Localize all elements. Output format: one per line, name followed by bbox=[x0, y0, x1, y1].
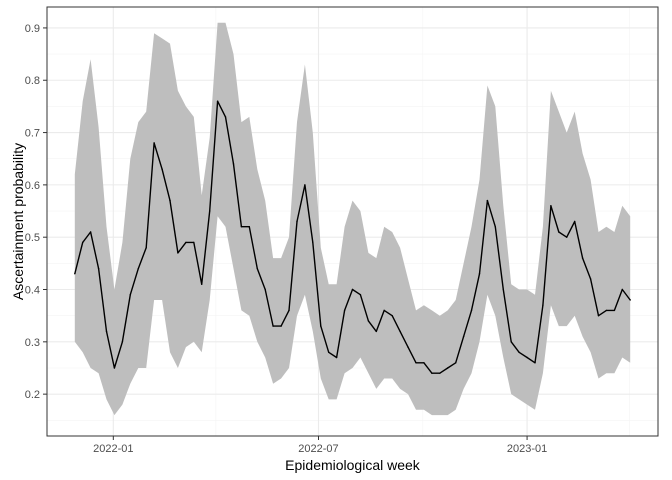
data-point bbox=[478, 273, 481, 275]
data-point bbox=[629, 299, 631, 301]
data-point bbox=[423, 362, 425, 364]
data-point bbox=[74, 273, 76, 275]
data-point bbox=[597, 315, 600, 317]
y-tick-label: 0.9 bbox=[25, 23, 40, 35]
panel-border bbox=[46, 6, 659, 437]
data-point bbox=[383, 309, 385, 312]
data-point bbox=[431, 372, 433, 374]
data-point bbox=[518, 351, 520, 353]
x-tick-label: 2022-07 bbox=[298, 443, 338, 455]
data-point bbox=[399, 330, 401, 333]
data-point bbox=[296, 220, 298, 223]
data-point bbox=[288, 309, 290, 312]
data-point bbox=[129, 294, 131, 296]
data-point bbox=[161, 168, 163, 170]
y-tick-label: 0.3 bbox=[25, 337, 40, 349]
data-point bbox=[526, 356, 528, 359]
data-point bbox=[232, 163, 235, 165]
data-point bbox=[216, 100, 219, 102]
data-point bbox=[351, 288, 354, 291]
data-point bbox=[447, 367, 449, 369]
data-point bbox=[97, 267, 100, 270]
confidence-ribbon bbox=[74, 22, 631, 416]
data-point bbox=[272, 325, 274, 327]
data-point bbox=[566, 236, 568, 238]
data-point bbox=[280, 325, 282, 327]
data-point bbox=[201, 283, 203, 285]
data-point bbox=[494, 226, 496, 228]
data-point bbox=[605, 309, 608, 312]
data-point bbox=[169, 199, 171, 202]
x-axis-ticks: 2022-01 2022-07 2023-01 bbox=[93, 436, 547, 455]
y-tick-label: 0.7 bbox=[25, 128, 40, 140]
data-point bbox=[462, 335, 465, 338]
data-point bbox=[145, 247, 147, 249]
x-axis-title: Epidemiological week bbox=[285, 457, 421, 473]
data-point bbox=[264, 288, 266, 291]
data-point bbox=[558, 231, 560, 233]
data-point bbox=[486, 199, 489, 202]
data-point bbox=[82, 241, 84, 244]
data-point bbox=[304, 184, 306, 186]
data-point bbox=[224, 116, 227, 118]
data-point bbox=[312, 241, 314, 244]
data-point bbox=[391, 315, 393, 317]
y-tick-label: 0.2 bbox=[25, 389, 40, 401]
data-point bbox=[534, 362, 536, 364]
y-tick-label: 0.5 bbox=[25, 232, 40, 244]
data-point bbox=[153, 142, 155, 144]
estimate-points bbox=[74, 100, 631, 374]
data-point bbox=[113, 367, 116, 369]
data-point bbox=[359, 294, 362, 296]
data-point bbox=[240, 226, 243, 228]
data-point bbox=[335, 356, 338, 359]
data-point bbox=[89, 231, 92, 233]
data-point bbox=[105, 330, 108, 333]
data-point bbox=[439, 372, 441, 374]
data-point bbox=[177, 252, 179, 254]
data-point bbox=[581, 257, 584, 259]
data-point bbox=[470, 309, 473, 312]
y-tick-label: 0.8 bbox=[25, 75, 40, 87]
data-point bbox=[367, 320, 370, 322]
y-axis-title: Ascertainment probability bbox=[10, 143, 26, 300]
data-point bbox=[589, 278, 592, 280]
y-tick-label: 0.4 bbox=[25, 285, 40, 297]
x-tick-label: 2022-01 bbox=[93, 443, 133, 455]
data-point bbox=[415, 362, 417, 364]
data-point bbox=[193, 241, 195, 244]
data-point bbox=[185, 241, 187, 244]
data-point bbox=[209, 210, 211, 212]
y-tick-label: 0.6 bbox=[25, 180, 40, 192]
data-point bbox=[455, 362, 457, 364]
x-tick-label: 2023-01 bbox=[507, 443, 547, 455]
y-axis-ticks: 0.2 0.3 0.4 0.5 0.6 0.7 0.8 0.9 bbox=[25, 23, 47, 401]
data-point bbox=[375, 330, 377, 333]
data-point bbox=[320, 325, 322, 327]
data-point bbox=[574, 220, 576, 223]
data-point bbox=[542, 304, 544, 306]
data-point bbox=[621, 288, 623, 291]
data-point bbox=[343, 309, 346, 312]
data-point bbox=[121, 341, 124, 343]
data-point bbox=[256, 267, 258, 270]
data-point bbox=[407, 346, 409, 348]
data-point bbox=[613, 309, 616, 312]
data-point bbox=[137, 267, 139, 270]
data-point bbox=[248, 226, 250, 228]
data-point bbox=[510, 341, 512, 343]
data-point bbox=[328, 351, 330, 353]
data-point bbox=[550, 205, 552, 207]
data-point bbox=[502, 288, 504, 291]
